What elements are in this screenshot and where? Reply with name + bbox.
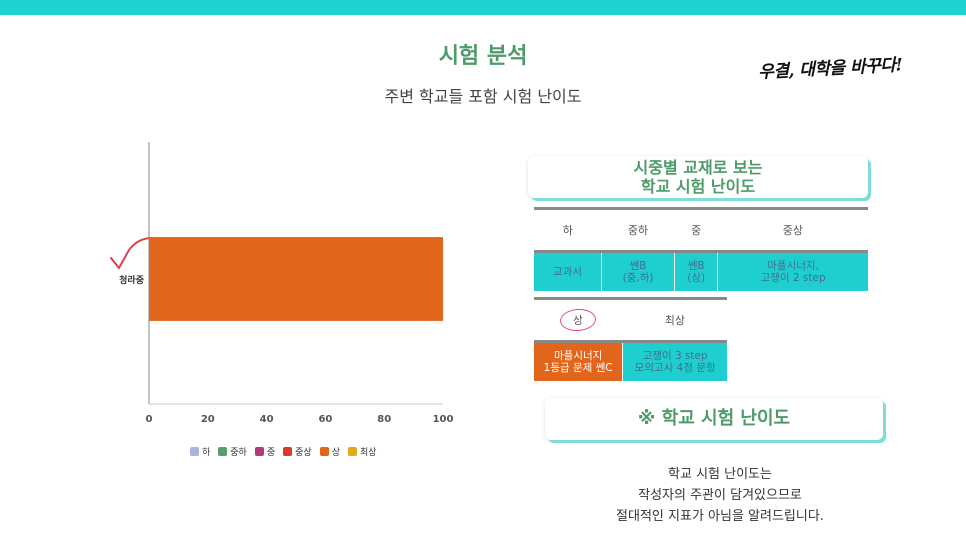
legend-item[interactable]: 하	[190, 445, 210, 458]
top-accent-bar	[0, 0, 966, 15]
table2-cell: 고쟁이 3 step 모의고사 4점 문항	[622, 341, 727, 381]
chart-legend: 하 중하 중 중상 상 최상	[190, 445, 377, 458]
section-title-card: ※ 학교 시험 난이도	[545, 398, 883, 440]
legend-label: 중	[266, 448, 276, 458]
bar-상	[149, 237, 443, 321]
legend-label: 최상	[359, 448, 377, 458]
legend-item[interactable]: 최상	[347, 445, 377, 458]
note-line: 학교 시험 난이도는	[668, 467, 772, 482]
difficulty-table-1: 하 중하 중 중상 교과서 쎈B (중,하) 쎈B (상) 마플시너지, 고쟁이 2 …	[534, 207, 868, 291]
legend-swatch	[319, 447, 329, 456]
x-tick-label: 20	[201, 414, 215, 425]
cell-line: 모의고사 4점 문항	[634, 362, 716, 374]
legend-item[interactable]: 중상	[283, 445, 312, 458]
legend-swatch	[190, 447, 199, 456]
difficulty-card-line2: 학교 시험 난이도	[640, 177, 756, 196]
legend-label: 상	[331, 448, 340, 458]
legend-item[interactable]: 상	[319, 445, 340, 458]
x-tick-label: 60	[318, 414, 332, 425]
difficulty-card-line1: 시중별 교재로 보는	[633, 158, 763, 177]
table1-cell: 쎈B (상)	[674, 251, 718, 291]
table1-header: 중하	[601, 207, 675, 253]
difficulty-table-2: 상 최상 마플시너지 1등급 문제 쎈C 고쟁이 3 step 모의고사 4점 문항	[534, 297, 727, 381]
legend-swatch	[218, 447, 228, 456]
cell-line: 고쟁이 3 step	[642, 350, 708, 362]
circled-header: 상	[559, 307, 598, 333]
check-mark-icon	[110, 237, 153, 270]
cell-line: 고쟁이 2 step	[760, 272, 826, 284]
table1-header: 중상	[717, 207, 868, 253]
cell-line: 마플시너지,	[767, 260, 819, 272]
page-title: 시험 분석	[438, 44, 528, 69]
table1-cell: 쎈B (중,하)	[601, 251, 675, 291]
table1-cell: 마플시너지, 고쟁이 2 step	[717, 251, 868, 291]
category-label: 청라중	[119, 274, 144, 286]
table2-header: 상	[534, 297, 623, 343]
table2-header: 최상	[622, 297, 727, 343]
legend-label: 중상	[295, 448, 312, 458]
note-line: 작성자의 주관이 담겨있으므로	[638, 488, 802, 503]
legend-label: 중하	[230, 448, 247, 458]
table1-cell: 교과서	[534, 251, 602, 291]
legend-swatch	[283, 447, 293, 456]
legend-label: 하	[202, 448, 211, 458]
x-tick-label: 80	[377, 414, 391, 425]
table1-header: 중	[674, 207, 718, 253]
cell-line: 교과서	[553, 266, 583, 278]
cell-line: 쎈B	[629, 260, 647, 272]
legend-swatch	[254, 447, 264, 456]
difficulty-card: 시중별 교재로 보는 학교 시험 난이도	[528, 156, 868, 198]
cell-line: 1등급 문제 쎈C	[543, 362, 613, 374]
x-tick-label: 100	[433, 414, 454, 425]
x-tick-label: 0	[146, 414, 153, 425]
legend-swatch	[347, 447, 357, 456]
page-subtitle: 주변 학교들 포함 시험 난이도	[384, 87, 582, 106]
cell-line: (상)	[687, 272, 706, 284]
cell-line: (중,하)	[622, 272, 654, 284]
note-line: 절대적인 지표가 아님을 알려드립니다.	[616, 509, 824, 524]
legend-item[interactable]: 중하	[218, 445, 247, 458]
legend-item[interactable]: 중	[254, 445, 276, 458]
bar-chart: 0 20 40 60 80 100 청라중	[110, 142, 454, 425]
table2-cell: 마플시너지 1등급 문제 쎈C	[534, 341, 623, 381]
cell-line: 마플시너지	[554, 350, 603, 362]
cell-line: 쎈B	[687, 260, 705, 272]
disclaimer-note: 학교 시험 난이도는 작성자의 주관이 담겨있으므로 절대적인 지표가 아님을 …	[560, 464, 880, 527]
x-tick-label: 40	[260, 414, 274, 425]
table1-header: 하	[534, 207, 602, 253]
